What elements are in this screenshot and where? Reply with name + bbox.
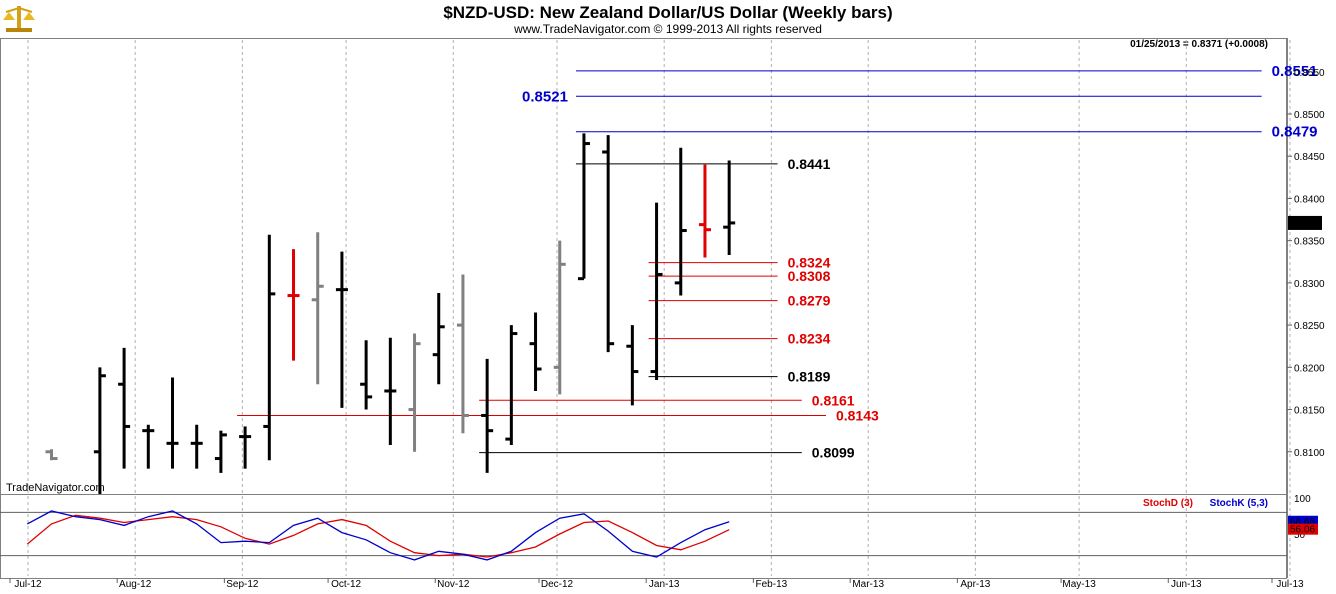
price-tick-label: 0.8400	[1294, 194, 1325, 205]
level-label: 0.8324	[788, 255, 831, 271]
price-grid	[0, 38, 1291, 579]
month-label: Mar-13	[852, 579, 884, 590]
month-label: Feb-13	[756, 579, 788, 590]
ohlc-bar	[45, 449, 58, 461]
ohlc-bar	[626, 325, 639, 406]
price-tick-label: 0.8450	[1294, 152, 1325, 163]
stochd-value-label: 56.06	[1290, 525, 1315, 536]
price-tick-label: 0.8350	[1294, 237, 1325, 248]
trade-navigator-logo-icon	[3, 6, 35, 32]
level-label: 0.8161	[812, 392, 855, 408]
level-label: 0.8099	[812, 445, 855, 461]
ohlc-bar	[674, 147, 687, 296]
month-label: Oct-12	[331, 579, 361, 590]
level-label: 0.8189	[788, 369, 831, 385]
month-label: Apr-13	[960, 579, 990, 590]
month-label: Dec-12	[541, 579, 574, 590]
copyright-line: www.TradeNavigator.com © 1999-2013 All r…	[513, 22, 822, 36]
plot-frame	[0, 38, 1287, 579]
ohlc-bar	[335, 251, 348, 408]
ohlc-bar	[360, 340, 373, 410]
logo	[3, 6, 35, 32]
stochd-value-box	[1288, 523, 1318, 535]
ohlc-bar	[287, 249, 300, 361]
level-label: 0.8479	[1272, 124, 1318, 141]
time-axis: Jul-12 Aug-12 Sep-12 Oct-12 Nov-12 Dec-12 Jan-…	[9, 578, 1304, 590]
ohlc-bar	[142, 424, 155, 469]
price-tick-label: 0.8550	[1294, 68, 1325, 79]
month-label: Jun-13	[1171, 579, 1202, 590]
price-tick-label: 0.8250	[1294, 321, 1325, 332]
current-price-label: 0.8371	[1291, 219, 1322, 230]
price-tick-label: 0.8150	[1294, 406, 1325, 417]
ohlc-bar	[698, 164, 711, 258]
month-label: Jul-13	[1276, 579, 1304, 590]
price-tick-label: 0.8300	[1294, 279, 1325, 290]
last-quote: 01/25/2013 = 0.8371 (+0.0008)	[1130, 39, 1268, 50]
stochd-legend: StochD (3)	[1143, 498, 1193, 509]
ohlc-bar	[190, 424, 203, 469]
ohlc-bar	[456, 274, 469, 434]
ohlc-bar	[577, 133, 590, 281]
price-tick-label: 0.8500	[1294, 110, 1325, 121]
stochd-line	[26, 514, 730, 558]
ohlc-bar	[311, 232, 324, 385]
ohlc-bar	[408, 333, 421, 452]
month-label: Aug-12	[119, 579, 152, 590]
ohlc-bar	[166, 377, 179, 469]
level-label: 0.8308	[788, 268, 831, 284]
stochk-legend: StochK (5,3)	[1210, 498, 1268, 509]
ohlc-bar	[263, 234, 276, 461]
level-label: 0.8234	[788, 331, 831, 347]
ohlc-bar	[602, 135, 615, 353]
level-label: 0.8441	[788, 156, 831, 172]
ohlc-bar	[118, 347, 131, 469]
ohlc-bar	[432, 293, 445, 385]
month-label: Jan-13	[649, 579, 680, 590]
ohlc-bar	[723, 160, 736, 256]
chart-title: $NZD-USD: New Zealand Dollar/US Dollar (…	[443, 3, 892, 22]
stochk-line	[26, 510, 730, 561]
level-label: 0.8521	[522, 88, 568, 105]
price-axis: 0.8550 0.8500 0.8450 0.8400 0.8350 0.8300 0.82…	[1287, 68, 1325, 459]
ohlc-bar	[214, 430, 227, 473]
month-label: May-13	[1062, 579, 1096, 590]
price-tick-label: 0.8200	[1294, 363, 1325, 374]
level-label: 0.8143	[836, 407, 879, 423]
ohlc-bar	[505, 325, 518, 446]
current-price-box	[1288, 215, 1322, 230]
level-label: 0.8279	[788, 293, 831, 309]
ohlc-bar	[553, 240, 566, 395]
ohlc-bar	[529, 312, 542, 391]
stochastic-panel	[0, 510, 1287, 561]
level-label: 0.8551	[1272, 63, 1318, 80]
watermark: TradeNavigator.com	[6, 482, 105, 494]
price-bars	[45, 133, 736, 494]
stochk-value-label: 66.66	[1290, 517, 1315, 528]
stoch-tick-label: 100	[1294, 494, 1311, 505]
price-tick-label: 0.8100	[1294, 448, 1325, 459]
ohlc-bar	[239, 426, 252, 469]
month-label: Sep-12	[226, 579, 259, 590]
stochk-value-box	[1288, 515, 1318, 527]
month-label: Jul-12	[14, 579, 42, 590]
stoch-tick-label: 50	[1294, 530, 1306, 541]
ohlc-bar	[650, 202, 663, 380]
ohlc-bar	[481, 358, 494, 473]
ohlc-bar	[93, 367, 106, 494]
ohlc-bar	[384, 337, 397, 446]
month-label: Nov-12	[437, 579, 470, 590]
